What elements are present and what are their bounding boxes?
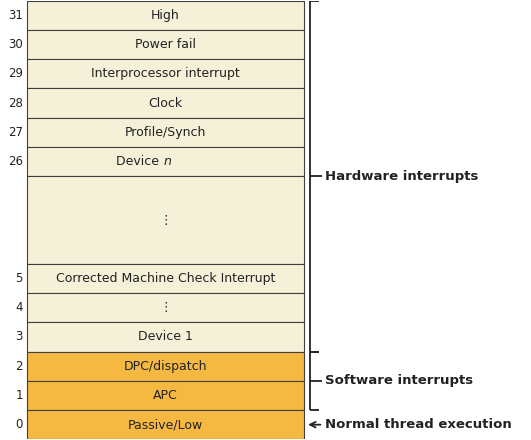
Text: Passive/Low: Passive/Low (128, 418, 203, 431)
Text: Device: Device (116, 155, 163, 168)
Bar (27, 264, 304, 293)
Bar (27, 176, 304, 264)
Text: APC: APC (153, 389, 178, 402)
Bar (27, 88, 304, 117)
Text: 1: 1 (15, 389, 23, 402)
Text: DPC/dispatch: DPC/dispatch (124, 360, 207, 373)
Text: 4: 4 (15, 301, 23, 314)
Text: n: n (163, 155, 171, 168)
Bar (27, 323, 304, 352)
Text: ⋮: ⋮ (159, 213, 172, 227)
Text: 2: 2 (15, 360, 23, 373)
Bar (27, 352, 304, 381)
Bar (27, 293, 304, 323)
Text: 31: 31 (8, 9, 23, 22)
Text: Interprocessor interrupt: Interprocessor interrupt (91, 67, 240, 80)
Text: 28: 28 (8, 96, 23, 110)
Text: Profile/Synch: Profile/Synch (125, 126, 206, 139)
Text: Software interrupts: Software interrupts (325, 374, 473, 387)
Text: 5: 5 (15, 272, 23, 285)
Text: 0: 0 (15, 418, 23, 431)
Text: 3: 3 (15, 330, 23, 344)
Text: Power fail: Power fail (135, 38, 196, 51)
Bar (27, 1, 304, 30)
Text: Normal thread execution: Normal thread execution (325, 418, 512, 431)
Text: Clock: Clock (149, 96, 183, 110)
Bar (27, 117, 304, 147)
Text: 29: 29 (8, 67, 23, 80)
Text: 30: 30 (8, 38, 23, 51)
Text: 27: 27 (8, 126, 23, 139)
Bar (27, 410, 304, 439)
Text: 26: 26 (8, 155, 23, 168)
Bar (27, 30, 304, 59)
Bar (27, 381, 304, 410)
Text: Corrected Machine Check Interrupt: Corrected Machine Check Interrupt (56, 272, 275, 285)
Bar (27, 147, 304, 176)
Text: Hardware interrupts: Hardware interrupts (325, 170, 478, 183)
Bar (27, 59, 304, 88)
Text: High: High (151, 9, 180, 22)
Text: ⋮: ⋮ (159, 301, 172, 314)
Text: Device 1: Device 1 (138, 330, 193, 344)
